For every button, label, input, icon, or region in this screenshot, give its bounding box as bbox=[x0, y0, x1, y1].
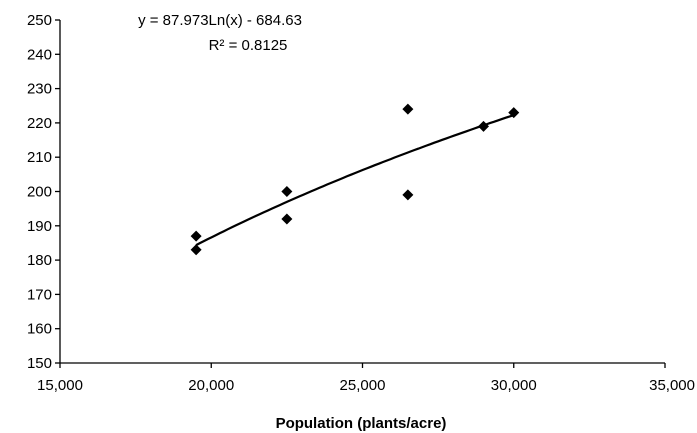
x-tick-label: 20,000 bbox=[188, 377, 234, 394]
y-tick-label: 240 bbox=[27, 46, 52, 63]
y-tick-label: 170 bbox=[27, 286, 52, 303]
y-tick-label: 230 bbox=[27, 81, 52, 98]
axes bbox=[59, 20, 665, 364]
y-tick-label: 150 bbox=[27, 355, 52, 372]
y-tick-label: 180 bbox=[27, 252, 52, 269]
y-tick-label: 160 bbox=[27, 321, 52, 338]
data-point bbox=[281, 213, 293, 225]
data-point bbox=[478, 120, 489, 132]
x-axis-ticks: 15,000 20,000 25,000 30,000 35,000 bbox=[37, 363, 695, 394]
data-point bbox=[402, 103, 414, 115]
data-point bbox=[508, 107, 520, 119]
y-tick-label: 200 bbox=[27, 184, 52, 201]
trendline-group bbox=[195, 114, 515, 247]
r-squared-label: R² = 0.8125 bbox=[209, 37, 288, 54]
x-tick-label: 15,000 bbox=[37, 377, 83, 394]
y-tick-label: 190 bbox=[27, 218, 52, 235]
x-tick-label: 35,000 bbox=[649, 377, 695, 394]
y-tick-label: 220 bbox=[27, 115, 52, 132]
x-tick-label: 30,000 bbox=[491, 377, 537, 394]
trendline-equation: y = 87.973Ln(x) - 684.63 bbox=[138, 12, 302, 29]
y-tick-label: 210 bbox=[27, 149, 52, 166]
x-tick-label: 25,000 bbox=[340, 377, 386, 394]
y-tick-label: 250 bbox=[27, 12, 52, 29]
trendline bbox=[195, 114, 515, 247]
data-point bbox=[190, 230, 202, 242]
data-point bbox=[281, 186, 293, 197]
data-points bbox=[190, 103, 520, 256]
data-point bbox=[402, 189, 414, 201]
y-axis-ticks: 150 160 170 180 190 200 210 220 230 240 250 bbox=[27, 12, 60, 372]
data-point bbox=[190, 244, 202, 256]
x-axis-title: Population (plants/acre) bbox=[276, 415, 447, 432]
